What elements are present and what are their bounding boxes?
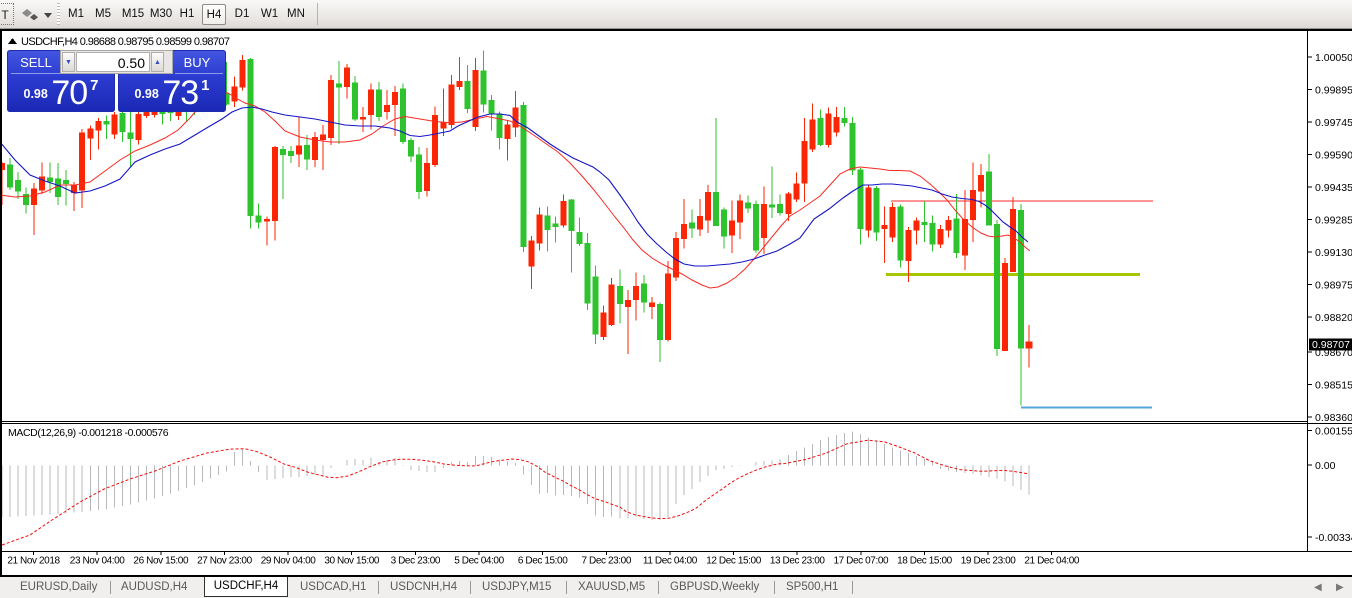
svg-text:MACD(12,26,9) -0.001218 -0.000: MACD(12,26,9) -0.001218 -0.000576 <box>8 427 169 439</box>
svg-text:0.98820: 0.98820 <box>1315 312 1352 324</box>
svg-text:29 Nov 04:00: 29 Nov 04:00 <box>261 556 317 567</box>
svg-text:USDCHF,H4 0.98688 0.98795 0.9: USDCHF,H4 0.98688 0.98795 0.98599 0.9870… <box>21 36 230 48</box>
svg-text:13 Dec 23:00: 13 Dec 23:00 <box>770 556 826 567</box>
svg-text:0.98515: 0.98515 <box>1315 379 1352 391</box>
svg-text:0.98707: 0.98707 <box>1312 339 1350 351</box>
svg-text:26 Nov 15:00: 26 Nov 15:00 <box>133 556 189 567</box>
svg-text:18 Dec 15:00: 18 Dec 15:00 <box>897 556 953 567</box>
svg-text:0.99895: 0.99895 <box>1315 84 1352 96</box>
svg-text:27 Nov 23:00: 27 Nov 23:00 <box>197 556 253 567</box>
svg-text:0.001559: 0.001559 <box>1315 425 1352 437</box>
svg-text:-0.003345: -0.003345 <box>1315 532 1352 544</box>
svg-text:30 Nov 15:00: 30 Nov 15:00 <box>324 556 380 567</box>
svg-text:5 Dec 04:00: 5 Dec 04:00 <box>454 556 504 567</box>
svg-text:23 Nov 04:00: 23 Nov 04:00 <box>70 556 126 567</box>
svg-text:0.99130: 0.99130 <box>1315 247 1352 259</box>
svg-text:0.98360: 0.98360 <box>1315 412 1352 424</box>
svg-text:7 Dec 23:00: 7 Dec 23:00 <box>581 556 631 567</box>
svg-text:11 Dec 04:00: 11 Dec 04:00 <box>643 556 698 567</box>
svg-text:0.99590: 0.99590 <box>1315 149 1352 161</box>
svg-text:3 Dec 23:00: 3 Dec 23:00 <box>391 556 441 567</box>
svg-text:0.99435: 0.99435 <box>1315 182 1352 194</box>
svg-text:0.98975: 0.98975 <box>1315 279 1352 291</box>
svg-text:21 Dec 04:00: 21 Dec 04:00 <box>1024 556 1080 567</box>
svg-text:1.00050: 1.00050 <box>1315 52 1352 64</box>
svg-text:17 Dec 07:00: 17 Dec 07:00 <box>833 556 889 567</box>
svg-text:12 Dec 15:00: 12 Dec 15:00 <box>706 556 762 567</box>
svg-text:0.99745: 0.99745 <box>1315 117 1352 129</box>
svg-text:21 Nov 2018: 21 Nov 2018 <box>7 556 60 567</box>
svg-text:6 Dec 15:00: 6 Dec 15:00 <box>518 556 568 567</box>
svg-text:0.99285: 0.99285 <box>1315 214 1352 226</box>
svg-text:0.00: 0.00 <box>1315 460 1336 472</box>
svg-text:19 Dec 23:00: 19 Dec 23:00 <box>961 556 1017 567</box>
